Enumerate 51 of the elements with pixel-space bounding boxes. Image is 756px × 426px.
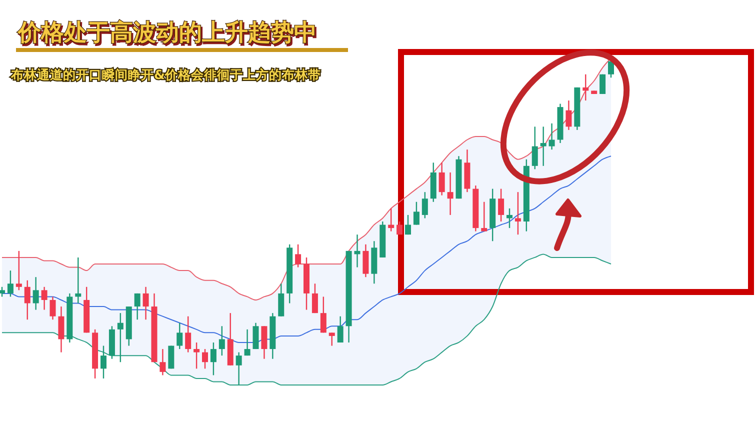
candlestick xyxy=(354,234,360,268)
candlestick xyxy=(506,208,512,229)
candlestick xyxy=(176,322,183,350)
candlestick xyxy=(337,316,344,344)
candlestick xyxy=(252,322,259,350)
candlestick xyxy=(218,326,225,356)
candlestick xyxy=(50,296,56,320)
candlestick xyxy=(185,316,192,353)
candlestick xyxy=(320,296,326,334)
candlestick xyxy=(41,286,48,310)
candlestick xyxy=(514,191,521,236)
candlestick xyxy=(388,208,394,232)
candlestick xyxy=(447,172,454,216)
candlestick xyxy=(134,292,140,320)
candlestick xyxy=(600,74,606,95)
candlestick xyxy=(405,214,411,236)
candlestick xyxy=(100,345,106,380)
candlestick xyxy=(278,283,284,317)
candlestick xyxy=(244,328,250,356)
candlestick xyxy=(295,244,302,268)
candlestick xyxy=(540,126,546,167)
candlestick xyxy=(32,276,39,310)
candlestick xyxy=(202,348,208,370)
candlestick xyxy=(362,244,369,278)
candlestick xyxy=(194,342,200,370)
chart-title: 价格处于高波动的上升趋势中 xyxy=(17,19,317,46)
candlestick xyxy=(532,126,538,170)
candlestick xyxy=(312,283,318,314)
candlestick xyxy=(548,122,555,150)
candlestick xyxy=(160,348,166,376)
candlestick xyxy=(566,100,572,131)
candlestick xyxy=(481,201,488,232)
candlestick xyxy=(236,352,242,386)
candlestick xyxy=(261,326,268,360)
candlestick xyxy=(438,162,445,196)
candlestick xyxy=(58,306,64,353)
candlestick xyxy=(142,286,149,320)
candlestick xyxy=(582,74,589,102)
candlestick xyxy=(75,256,82,304)
candlestick xyxy=(422,191,428,219)
candlestick xyxy=(396,220,403,236)
text: 布林通道的开口瞬间睁开&价格会徘徊于上方的布林带 xyxy=(10,67,321,82)
candlestick xyxy=(24,280,30,320)
candlestick xyxy=(117,312,124,363)
candlestick xyxy=(498,188,504,222)
candlestick xyxy=(0,286,5,298)
candlestick xyxy=(328,332,335,346)
candlestick xyxy=(210,342,216,376)
candlestick xyxy=(7,270,14,298)
candlestick xyxy=(16,250,22,291)
candlestick xyxy=(413,201,420,226)
